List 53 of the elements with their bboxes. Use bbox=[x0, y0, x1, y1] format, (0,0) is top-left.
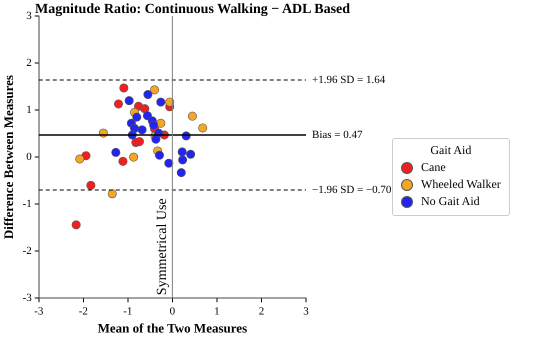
point bbox=[111, 148, 120, 157]
ref-line-label: Symmetrical Use bbox=[155, 198, 170, 296]
y-tick-label: 3 bbox=[26, 10, 32, 22]
point bbox=[118, 156, 128, 166]
point bbox=[154, 150, 164, 160]
point bbox=[151, 134, 160, 144]
point bbox=[132, 112, 142, 122]
point bbox=[156, 98, 166, 107]
point bbox=[176, 168, 186, 178]
point bbox=[143, 90, 152, 100]
point bbox=[119, 83, 128, 92]
point bbox=[178, 155, 188, 164]
point bbox=[114, 99, 123, 108]
legend-label: Wheeled Walker bbox=[421, 177, 501, 192]
point bbox=[164, 158, 174, 168]
point bbox=[108, 189, 117, 198]
point bbox=[86, 180, 96, 190]
point bbox=[129, 152, 138, 162]
x-axis-title: Mean of the Two Measures bbox=[98, 320, 248, 336]
point bbox=[149, 120, 158, 130]
ref-line-label: −1.96 SD = −0.70 bbox=[312, 184, 392, 196]
point bbox=[138, 125, 147, 134]
x-tick-label: 1 bbox=[214, 306, 220, 318]
point bbox=[198, 123, 208, 132]
x-tick-label: 2 bbox=[258, 306, 264, 318]
chart-title: Magnitude Ratio: Continuous Walking − ADL Based bbox=[35, 2, 350, 18]
y-axis-title: Difference Between Measures bbox=[1, 75, 16, 240]
x-tick-label: -2 bbox=[78, 306, 88, 318]
point bbox=[134, 137, 144, 146]
point bbox=[72, 220, 81, 230]
y-tick-label: -1 bbox=[22, 198, 32, 210]
y-tick-label: 1 bbox=[26, 104, 32, 116]
y-tick-label: -3 bbox=[22, 292, 32, 304]
point bbox=[75, 154, 84, 164]
x-tick-label: -3 bbox=[34, 306, 44, 318]
ref-line-label: +1.96 SD = 1.64 bbox=[312, 74, 386, 86]
y-tick-label: 2 bbox=[26, 56, 32, 69]
x-tick-label: 0 bbox=[170, 306, 176, 318]
point bbox=[150, 85, 160, 94]
point bbox=[124, 96, 134, 106]
x-tick-label: -1 bbox=[123, 306, 132, 318]
point bbox=[188, 112, 197, 121]
ref-line-label: Bias = 0.47 bbox=[312, 128, 364, 141]
point bbox=[156, 118, 166, 128]
point bbox=[186, 150, 196, 159]
legend-label: No Gait Aid bbox=[421, 194, 480, 209]
point bbox=[140, 104, 150, 114]
legend-label: Cane bbox=[421, 160, 446, 175]
y-tick-label: 0 bbox=[26, 150, 32, 163]
point bbox=[178, 147, 187, 156]
x-tick-label: 3 bbox=[303, 306, 310, 318]
legend-title: Gait Aid bbox=[429, 143, 472, 158]
y-tick-label: -2 bbox=[22, 245, 32, 258]
